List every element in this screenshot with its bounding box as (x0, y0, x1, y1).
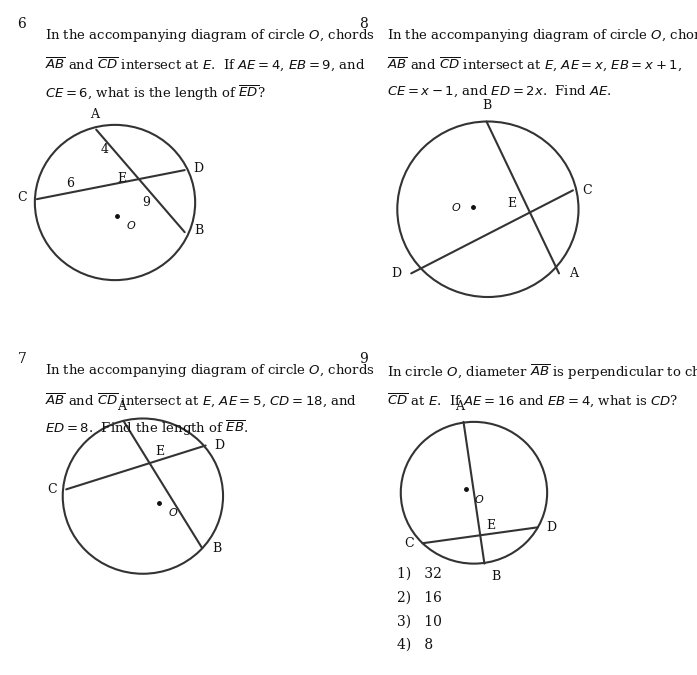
Text: In the accompanying diagram of circle $O$, chords: In the accompanying diagram of circle $O… (45, 362, 375, 379)
Text: A: A (569, 267, 578, 280)
Text: C: C (47, 483, 56, 496)
Text: $CE = 6$, what is the length of $\overline{ED}$?: $CE = 6$, what is the length of $\overli… (45, 84, 266, 103)
Text: $O$: $O$ (474, 493, 484, 505)
Text: D: D (391, 267, 401, 280)
Text: E: E (155, 445, 164, 458)
Text: D: D (193, 162, 204, 176)
Text: A: A (91, 108, 99, 121)
Text: $\overline{AB}$ and $\overline{CD}$ intersect at $E$, $AE = x$, $EB = x + 1$,: $\overline{AB}$ and $\overline{CD}$ inte… (387, 55, 682, 73)
Text: $ED = 8$.  Find the length of $\overline{EB}$.: $ED = 8$. Find the length of $\overline{… (45, 419, 249, 439)
Text: 9: 9 (359, 352, 368, 367)
Text: E: E (507, 197, 516, 211)
Text: B: B (194, 224, 204, 238)
Text: 2)   16: 2) 16 (397, 591, 442, 605)
Text: 1)   32: 1) 32 (397, 567, 442, 581)
Text: 7: 7 (17, 352, 26, 367)
Text: 6: 6 (17, 17, 26, 31)
Text: $\overline{CD}$ at $E$.  If $AE = 16$ and $EB = 4$, what is $CD$?: $\overline{CD}$ at $E$. If $AE = 16$ and… (387, 391, 678, 408)
Text: 8: 8 (359, 17, 368, 31)
Text: E: E (117, 171, 126, 185)
Text: B: B (491, 570, 500, 583)
Text: B: B (482, 99, 492, 112)
Text: D: D (546, 521, 556, 534)
Text: $O$: $O$ (168, 506, 178, 518)
Text: D: D (214, 439, 224, 452)
Text: $\overline{AB}$ and $\overline{CD}$ intersect at $E$, $AE = 5$, $CD = 18$, and: $\overline{AB}$ and $\overline{CD}$ inte… (45, 391, 358, 408)
Text: In circle $O$, diameter $\overline{AB}$ is perpendicular to chord: In circle $O$, diameter $\overline{AB}$ … (387, 362, 697, 382)
Text: $\overline{AB}$ and $\overline{CD}$ intersect at $E$.  If $AE = 4$, $EB = 9$, an: $\overline{AB}$ and $\overline{CD}$ inte… (45, 55, 365, 73)
Text: C: C (583, 184, 592, 197)
Text: In the accompanying diagram of circle $O$, chords: In the accompanying diagram of circle $O… (387, 27, 697, 44)
Text: C: C (17, 191, 27, 205)
Text: B: B (212, 541, 221, 555)
Text: 6: 6 (66, 177, 74, 190)
Text: In the accompanying diagram of circle $O$, chords: In the accompanying diagram of circle $O… (45, 27, 375, 44)
Text: E: E (486, 519, 495, 532)
Text: C: C (405, 537, 414, 549)
Text: A: A (456, 400, 464, 413)
Text: 3)   10: 3) 10 (397, 614, 442, 628)
Text: 9: 9 (142, 196, 151, 209)
Text: $CE = x - 1$, and $ED = 2x$.  Find $AE$.: $CE = x - 1$, and $ED = 2x$. Find $AE$. (387, 84, 612, 99)
Text: $O$: $O$ (126, 219, 137, 232)
Text: 4: 4 (100, 143, 109, 157)
Text: A: A (117, 400, 125, 413)
Text: 4)   8: 4) 8 (397, 638, 434, 652)
Text: $O$: $O$ (451, 201, 461, 213)
